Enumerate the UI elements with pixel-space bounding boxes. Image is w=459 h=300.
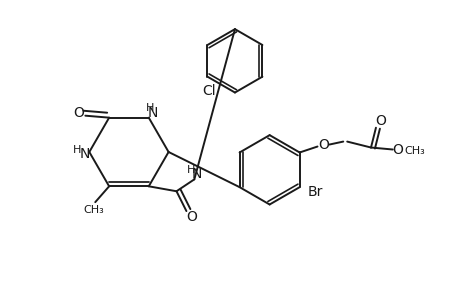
Text: H: H [73,145,81,155]
Text: N: N [147,106,157,120]
Text: N: N [79,147,90,161]
Text: O: O [375,114,386,128]
Text: O: O [392,142,402,157]
Text: H: H [187,165,195,176]
Text: N: N [192,167,202,182]
Text: Cl: Cl [202,84,216,98]
Text: O: O [317,138,328,152]
Text: Br: Br [307,185,323,199]
Text: O: O [73,106,84,120]
Text: H: H [145,103,154,113]
Text: O: O [185,210,196,224]
Text: CH₃: CH₃ [403,146,424,157]
Text: CH₃: CH₃ [83,205,103,215]
